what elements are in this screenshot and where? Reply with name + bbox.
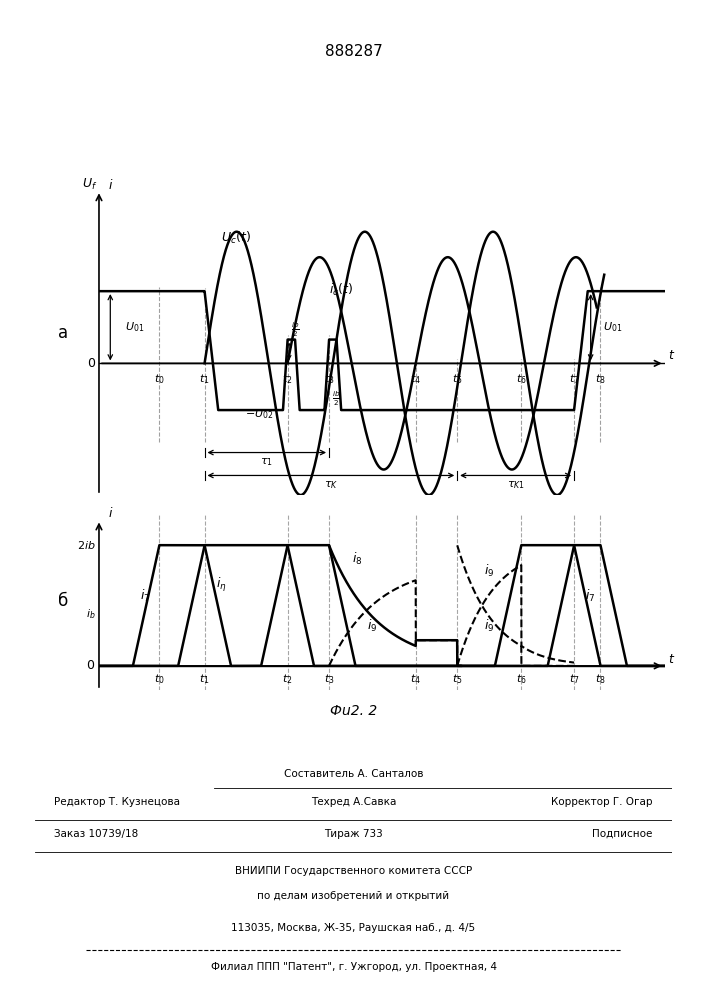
Text: $t_3$: $t_3$: [324, 372, 334, 386]
Text: $\tau_K$: $\tau_K$: [324, 479, 338, 491]
Text: $t_1$: $t_1$: [199, 672, 210, 686]
Text: Составитель А. Санталов: Составитель А. Санталов: [284, 769, 423, 779]
Text: $t_7$: $t_7$: [568, 372, 580, 386]
Text: $t_5$: $t_5$: [452, 372, 462, 386]
Text: Фu2. 2: Фu2. 2: [330, 704, 377, 718]
Text: Подписное: Подписное: [592, 829, 653, 839]
Text: $t_5$: $t_5$: [452, 672, 462, 686]
Text: Техред А.Савка: Техред А.Савка: [311, 797, 396, 807]
Text: $i_9$: $i_9$: [484, 618, 494, 634]
Text: $t_3$: $t_3$: [324, 672, 334, 686]
Text: $i_9$: $i_9$: [367, 618, 377, 634]
Text: $t_8$: $t_8$: [595, 372, 606, 386]
Text: $U_f$: $U_f$: [82, 177, 98, 192]
Text: б: б: [57, 592, 68, 610]
Text: $\frac{ib}{2}$: $\frac{ib}{2}$: [332, 389, 341, 408]
Text: $t$: $t$: [668, 653, 676, 666]
Text: $\frac{ib}{2}$: $\frac{ib}{2}$: [291, 320, 299, 339]
Text: $t_0$: $t_0$: [154, 372, 165, 386]
Text: $i_c(t)$: $i_c(t)$: [329, 282, 354, 298]
Text: $t_2$: $t_2$: [282, 672, 293, 686]
Text: $i_9$: $i_9$: [484, 563, 494, 579]
Text: $t_1$: $t_1$: [199, 372, 210, 386]
Text: $\tau_{K1}$: $\tau_{K1}$: [507, 479, 525, 491]
Text: $t_4$: $t_4$: [410, 672, 421, 686]
Text: $i_7$: $i_7$: [585, 587, 596, 604]
Text: $t_6$: $t_6$: [516, 372, 527, 386]
Text: $t$: $t$: [668, 349, 676, 362]
Text: $t_4$: $t_4$: [410, 372, 421, 386]
Text: Тираж 733: Тираж 733: [324, 829, 383, 839]
Text: $U_c(t)$: $U_c(t)$: [221, 230, 251, 246]
Text: $i_7$: $i_7$: [141, 587, 151, 604]
Text: $-U_{02}$: $-U_{02}$: [245, 407, 274, 421]
Text: Филиал ППП "Патент", г. Ужгород, ул. Проектная, 4: Филиал ППП "Патент", г. Ужгород, ул. Про…: [211, 962, 496, 972]
Text: по делам изобретений и открытий: по делам изобретений и открытий: [257, 891, 450, 901]
Text: 888287: 888287: [325, 44, 382, 60]
Text: $i_b$: $i_b$: [86, 608, 95, 621]
Text: 0: 0: [87, 357, 95, 370]
Text: 113035, Москва, Ж-35, Раушская наб., д. 4/5: 113035, Москва, Ж-35, Раушская наб., д. …: [231, 923, 476, 933]
Text: $t_7$: $t_7$: [568, 672, 580, 686]
Text: Корректор Г. Огар: Корректор Г. Огар: [551, 797, 653, 807]
Text: $\tau_1$: $\tau_1$: [260, 456, 273, 468]
Text: $t_6$: $t_6$: [516, 672, 527, 686]
Text: $i$: $i$: [108, 506, 113, 520]
Text: a: a: [57, 324, 68, 342]
Text: $2ib$: $2ib$: [76, 539, 95, 551]
Text: $0$: $0$: [86, 659, 95, 672]
Text: $t_2$: $t_2$: [282, 372, 293, 386]
Text: $U_{01}$: $U_{01}$: [603, 320, 622, 334]
Text: $i_\eta$: $i_\eta$: [216, 576, 227, 594]
Text: $t_0$: $t_0$: [154, 672, 165, 686]
Text: Заказ 10739/18: Заказ 10739/18: [54, 829, 139, 839]
Text: $i$: $i$: [108, 178, 113, 192]
Text: $U_{01}$: $U_{01}$: [125, 320, 145, 334]
Text: ВНИИПИ Государственного комитета СССР: ВНИИПИ Государственного комитета СССР: [235, 866, 472, 876]
Text: $i_8$: $i_8$: [351, 551, 362, 567]
Text: Редактор Т. Кузнецова: Редактор Т. Кузнецова: [54, 797, 180, 807]
Text: $t_8$: $t_8$: [595, 672, 606, 686]
